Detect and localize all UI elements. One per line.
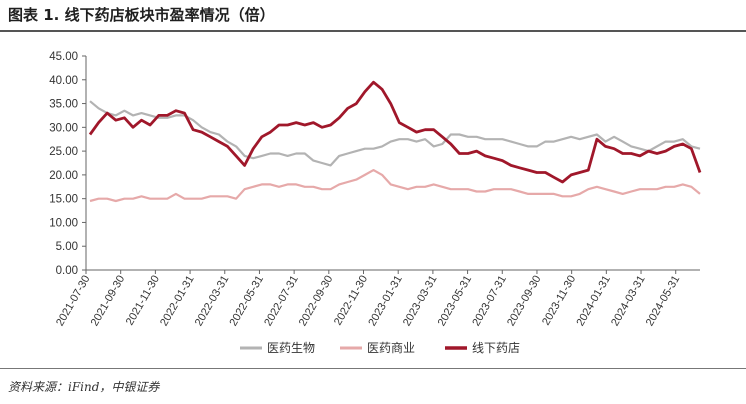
x-tick-label: 2021-09-30 (89, 274, 128, 329)
x-tick-label: 2023-07-31 (470, 274, 509, 329)
x-tick-label: 2024-01-31 (574, 274, 613, 329)
x-tick-label: 2021-11-30 (124, 274, 162, 328)
x-tick-label: 2023-11-30 (540, 274, 578, 328)
source-rule (0, 368, 746, 369)
legend-label-1: 医药生物 (267, 341, 315, 355)
chart-series-lines (88, 80, 702, 203)
x-tick-label: 2023-03-31 (401, 274, 440, 329)
x-tick-label: 2021-07-30 (54, 274, 93, 329)
y-tick-label: 15.00 (49, 194, 78, 206)
x-tick-label: 2023-01-31 (366, 274, 405, 329)
y-tick-label: 0.00 (56, 265, 78, 277)
x-tick-label: 2022-07-31 (262, 274, 301, 329)
y-tick-label: 10.00 (49, 217, 78, 229)
pe-ratio-line-chart: 0.00 5.00 10.00 15.00 20.00 25.00 30.00 35.00 40… (49, 51, 702, 355)
x-tick-label: 2022-01-31 (158, 274, 197, 329)
x-tick-label: 2022-09-30 (297, 274, 336, 329)
chart-title: 图表 1. 线下药店板块市盈率情况（倍） (8, 6, 275, 24)
series-line-1 (89, 100, 701, 167)
chart-legend: 医药生物 医药商业 线下药店 (240, 340, 520, 355)
x-tick-label: 2023-09-30 (505, 274, 544, 329)
series-line-3 (88, 80, 702, 184)
x-tick-label: 2024-03-31 (609, 274, 648, 329)
y-tick-label: 35.00 (49, 99, 78, 111)
source-note: 资料来源：iFind，中银证券 (8, 380, 160, 394)
x-axis-labels: 2021-07-302021-09-302021-11-302022-01-31… (54, 270, 682, 328)
y-tick-label: 40.00 (49, 75, 78, 87)
series-line-2 (89, 169, 701, 203)
x-tick-label: 2022-03-31 (193, 274, 232, 329)
x-tick-label: 2022-05-31 (228, 274, 267, 329)
y-tick-label: 20.00 (49, 170, 78, 182)
legend-label-2: 医药商业 (367, 340, 415, 355)
x-tick-label: 2022-11-30 (332, 274, 370, 328)
legend-label-3: 线下药店 (472, 341, 520, 355)
y-tick-label: 25.00 (49, 146, 78, 158)
chart-axes: 0.00 5.00 10.00 15.00 20.00 25.00 30.00 35.00 40… (49, 51, 700, 277)
title-rule (0, 30, 746, 32)
x-tick-label: 2023-05-31 (436, 274, 475, 329)
y-tick-label: 30.00 (49, 122, 78, 134)
y-tick-label: 5.00 (56, 241, 78, 253)
x-tick-label: 2024-05-31 (644, 274, 683, 329)
y-tick-label: 45.00 (49, 51, 78, 63)
